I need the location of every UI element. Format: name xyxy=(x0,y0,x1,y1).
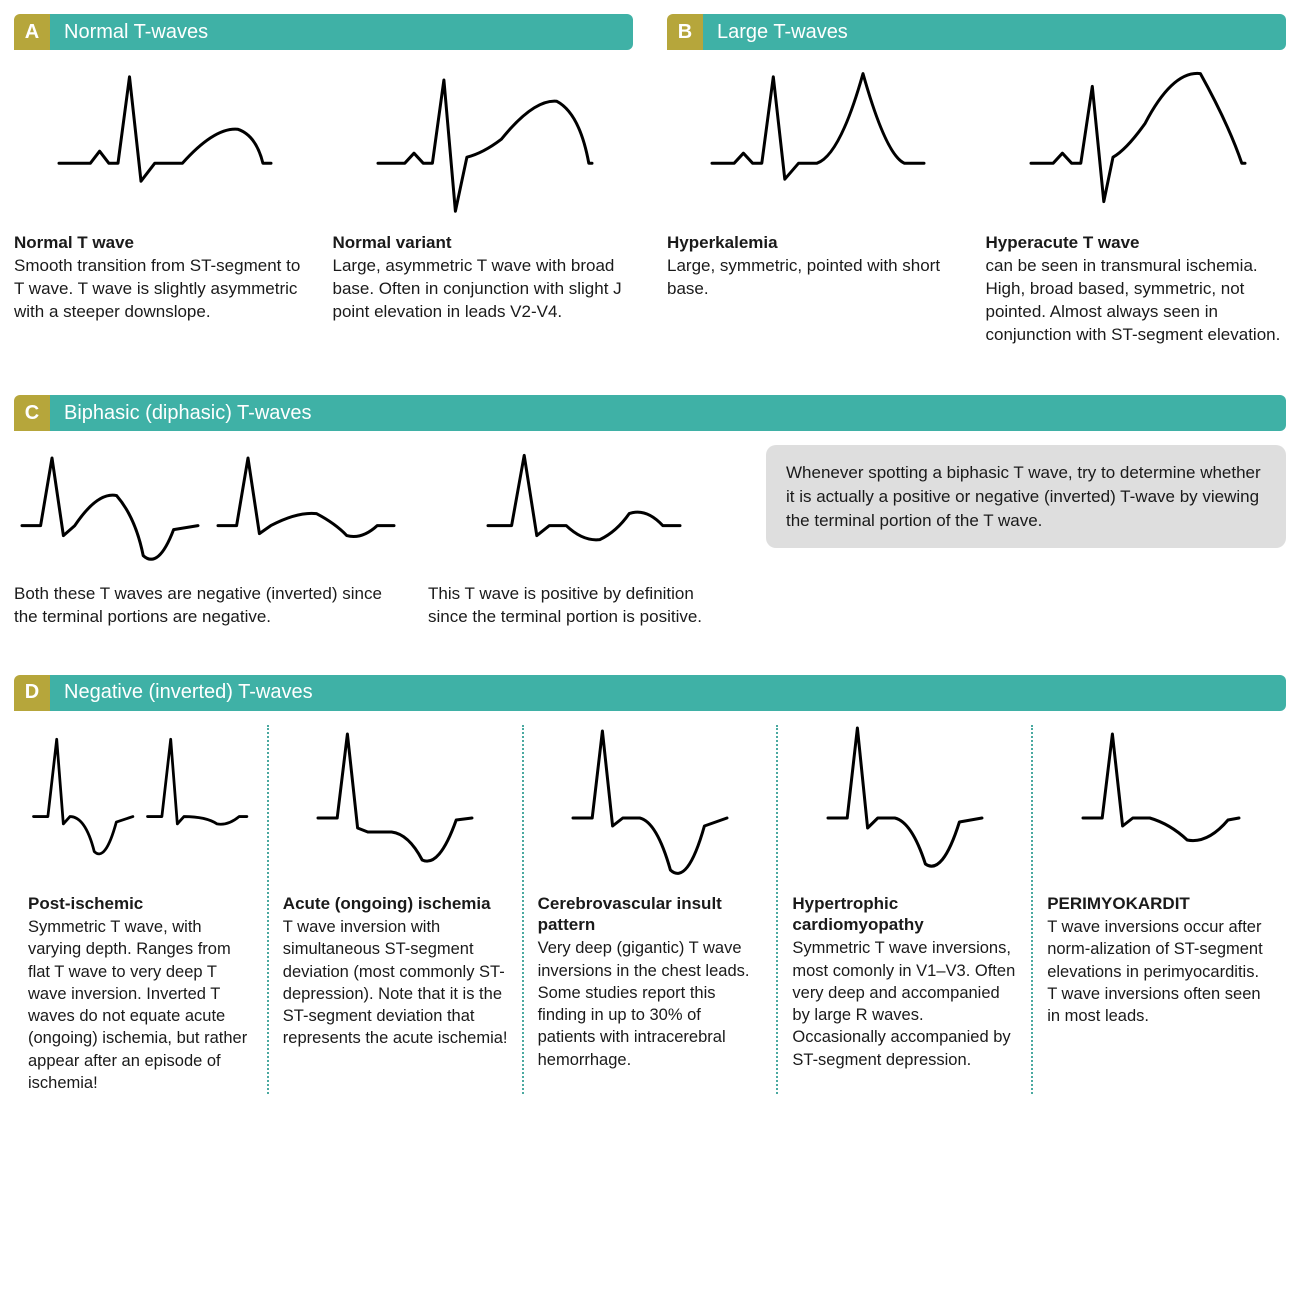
wave-normal-variant-desc: Large, asymmetric T wave with broad base… xyxy=(333,255,634,324)
biphasic-positive-group: This T wave is positive by definition si… xyxy=(428,445,738,629)
ecg-d-3-0 xyxy=(820,725,990,875)
ecg-normal-variant xyxy=(368,64,598,224)
wave-normal-variant: Normal variant Large, asymmetric T wave … xyxy=(333,64,634,324)
panel-d-body: Post-ischemicSymmetric T wave, with vary… xyxy=(14,725,1286,1094)
wave-hyperacute-title: Hyperacute T wave xyxy=(986,232,1287,253)
panel-a-header: A Normal T-waves xyxy=(14,14,633,50)
ecg-biphasic-neg-shallow xyxy=(210,445,400,575)
biphasic-negative-group: Both these T waves are negative (inverte… xyxy=(14,445,400,629)
panel-d-desc-1: T wave inversion with simultaneous ST-se… xyxy=(283,916,508,1050)
ecg-d-0-1 xyxy=(142,725,252,875)
ecg-d-2-0 xyxy=(565,725,735,875)
panel-d-title: Negative (inverted) T-waves xyxy=(50,675,1286,711)
ecg-hyperacute xyxy=(1021,64,1251,224)
panel-d-title-1: Acute (ongoing) ischemia xyxy=(283,893,508,914)
wave-hyperkalemia: Hyperkalemia Large, symmetric, pointed w… xyxy=(667,64,968,347)
panel-d-title-4: PERIMYOKARDIT xyxy=(1047,893,1272,914)
panel-d-desc-3: Symmetric T wave inversions, most comonl… xyxy=(792,937,1017,1071)
panel-d-col-1: Acute (ongoing) ischemiaT wave inversion… xyxy=(267,725,522,1094)
wave-normal-desc: Smooth transition from ST-segment to T w… xyxy=(14,255,315,324)
panel-d-header: D Negative (inverted) T-waves xyxy=(14,675,1286,711)
panel-c-title: Biphasic (diphasic) T-waves xyxy=(50,395,1286,431)
panel-d-desc-2: Very deep (gigantic) T wave inversions i… xyxy=(538,937,763,1071)
panel-d-title-2: Cerebrovascular insult pattern xyxy=(538,893,763,936)
panel-d: D Negative (inverted) T-waves Post-ische… xyxy=(14,675,1286,1094)
panel-b: B Large T-waves Hyperkalemia Large, symm… xyxy=(667,14,1286,347)
panel-d-letter: D xyxy=(14,675,50,711)
panel-a-letter: A xyxy=(14,14,50,50)
panel-d-desc-0: Symmetric T wave, with varying depth. Ra… xyxy=(28,916,253,1094)
biphasic-note: Whenever spotting a biphasic T wave, try… xyxy=(766,445,1286,548)
panel-d-col-0: Post-ischemicSymmetric T wave, with vary… xyxy=(14,725,267,1094)
wave-normal: Normal T wave Smooth transition from ST-… xyxy=(14,64,315,324)
panel-b-header: B Large T-waves xyxy=(667,14,1286,50)
wave-hyperacute: Hyperacute T wave can be seen in transmu… xyxy=(986,64,1287,347)
panel-c: C Biphasic (diphasic) T-waves Both these… xyxy=(14,395,1286,629)
panel-d-col-2: Cerebrovascular insult patternVery deep … xyxy=(522,725,777,1094)
panel-d-col-4: PERIMYOKARDITT wave inversions occur aft… xyxy=(1031,725,1286,1094)
ecg-biphasic-neg-deep xyxy=(14,445,204,575)
panel-d-desc-4: T wave inversions occur after norm-aliza… xyxy=(1047,916,1272,1027)
wave-normal-variant-title: Normal variant xyxy=(333,232,634,253)
ecg-d-0-0 xyxy=(28,725,138,875)
biphasic-negative-desc: Both these T waves are negative (inverte… xyxy=(14,583,400,629)
panel-c-header: C Biphasic (diphasic) T-waves xyxy=(14,395,1286,431)
panel-d-title-0: Post-ischemic xyxy=(28,893,253,914)
biphasic-positive-desc: This T wave is positive by definition si… xyxy=(428,583,738,629)
ecg-biphasic-pos xyxy=(478,445,688,575)
ecg-d-4-0 xyxy=(1075,725,1245,875)
panel-a: A Normal T-waves Normal T wave Smooth tr… xyxy=(14,14,633,347)
wave-hyperacute-desc: can be seen in transmural ischemia. High… xyxy=(986,255,1287,347)
panel-a-title: Normal T-waves xyxy=(50,14,633,50)
wave-hyperkalemia-desc: Large, symmetric, pointed with short bas… xyxy=(667,255,968,301)
panel-b-title: Large T-waves xyxy=(703,14,1286,50)
ecg-hyperkalemia xyxy=(702,64,932,224)
wave-hyperkalemia-title: Hyperkalemia xyxy=(667,232,968,253)
panel-d-col-3: Hypertrophic cardiomyopathySymmetric T w… xyxy=(776,725,1031,1094)
panel-d-title-3: Hypertrophic cardiomyopathy xyxy=(792,893,1017,936)
panel-c-letter: C xyxy=(14,395,50,431)
wave-normal-title: Normal T wave xyxy=(14,232,315,253)
ecg-normal xyxy=(49,64,279,224)
panel-b-letter: B xyxy=(667,14,703,50)
ecg-d-1-0 xyxy=(310,725,480,875)
